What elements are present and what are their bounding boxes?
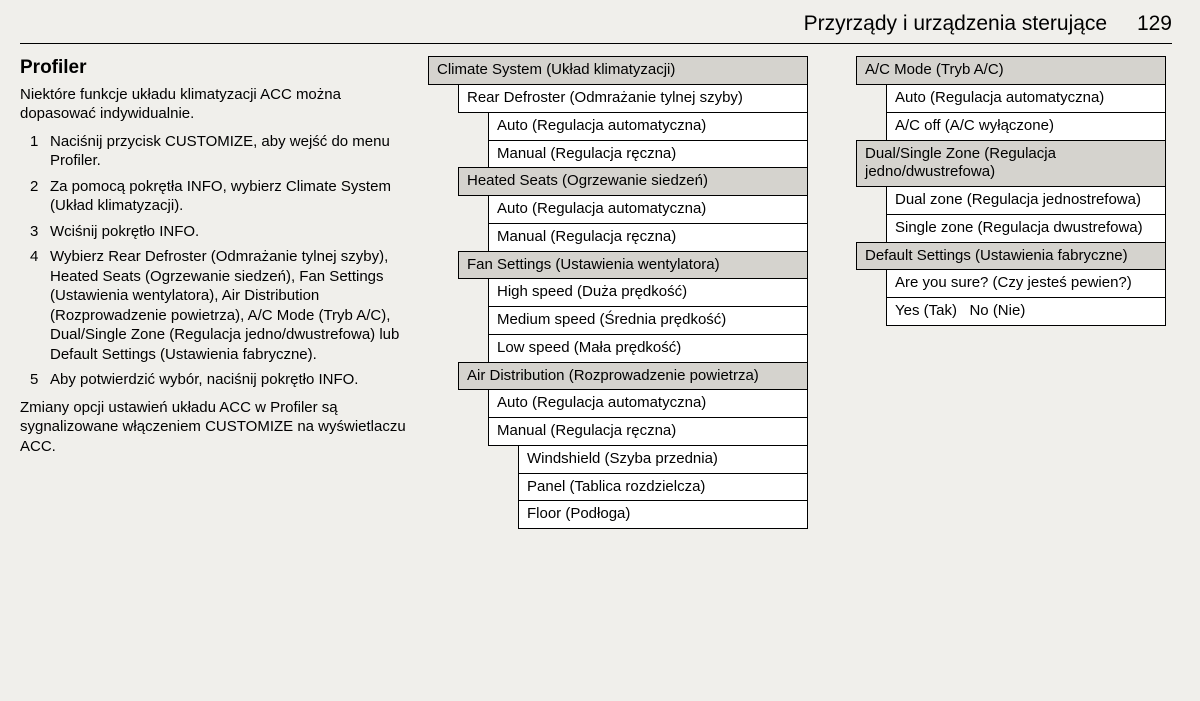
section-title: Przyrządy i urządzenia sterujące [804, 12, 1107, 35]
menu-item: Auto (Regulacja automatyczna) [886, 84, 1166, 113]
menu-item: Medium speed (Średnia prędkość) [488, 306, 808, 335]
menu-item: Manual (Regulacja ręczna) [488, 417, 808, 446]
menu-item: Heated Seats (Ogrzewanie siedzeń) [458, 167, 808, 196]
menu-item: Rear Defroster (Odmrażanie tylnej szyby) [458, 84, 808, 113]
menu-item: Windshield (Szyba przednia) [518, 445, 808, 474]
profiler-heading: Profiler [20, 56, 410, 81]
menu-item: Low speed (Mała prędkość) [488, 334, 808, 363]
menu-item: Auto (Regulacja automatyczna) [488, 195, 808, 224]
profiler-outro: Zmiany opcji ustawień układu ACC w Profi… [20, 398, 410, 457]
menu-item: Manual (Regulacja ręczna) [488, 223, 808, 252]
menu-item: Auto (Regulacja automatyczna) [488, 389, 808, 418]
content-columns: Profiler Niektóre funkcje układu klimaty… [20, 56, 1172, 528]
page-number: 129 [1137, 10, 1172, 37]
menu-item: Dual zone (Regulacja jednostrefowa) [886, 186, 1166, 215]
step-item: Naciśnij przycisk CUSTOMIZE, aby wejść d… [30, 132, 410, 171]
menu-item: Panel (Tablica rozdzielcza) [518, 473, 808, 502]
profiler-steps: Naciśnij przycisk CUSTOMIZE, aby wejść d… [30, 132, 410, 390]
menu-item: Single zone (Regulacja dwustrefowa) [886, 214, 1166, 243]
menu-item: Climate System (Układ klimatyzacji) [428, 56, 808, 85]
menu-item: Air Distribution (Rozprowadzenie powietr… [458, 362, 808, 391]
profiler-intro: Niektóre funkcje układu klimatyzacji ACC… [20, 85, 410, 124]
menu-item: High speed (Duża prędkość) [488, 278, 808, 307]
menu-item: Dual/Single Zone (Regulacja jedno/dwustr… [856, 140, 1166, 188]
menu-item: Manual (Regulacja ręczna) [488, 140, 808, 169]
page-header: Przyrządy i urządzenia sterujące 129 [20, 10, 1172, 44]
menu-item: Floor (Podłoga) [518, 500, 808, 529]
menu-item: A/C Mode (Tryb A/C) [856, 56, 1166, 85]
step-item: Aby potwierdzić wybór, naciśnij pokrętło… [30, 370, 410, 390]
menu-item: Yes (Tak) No (Nie) [886, 297, 1166, 326]
step-item: Wciśnij pokrętło INFO. [30, 222, 410, 242]
menu-item: Auto (Regulacja automatyczna) [488, 112, 808, 141]
page: Przyrządy i urządzenia sterujące 129 Pro… [0, 0, 1200, 538]
menu-item: Fan Settings (Ustawienia wentylatora) [458, 251, 808, 280]
menu-item: Default Settings (Ustawienia fabryczne) [856, 242, 1166, 271]
step-item: Za pomocą pokrętła INFO, wybierz Climate… [30, 177, 410, 216]
left-column: Profiler Niektóre funkcje układu klimaty… [20, 56, 410, 456]
menu-item: A/C off (A/C wyłączone) [886, 112, 1166, 141]
menu-item: Are you sure? (Czy jesteś pewien?) [886, 269, 1166, 298]
step-item: Wybierz Rear Defroster (Odmrażanie tylne… [30, 247, 410, 364]
menu-tree-middle: Climate System (Układ klimatyzacji)Rear … [428, 56, 808, 528]
menu-tree-right: A/C Mode (Tryb A/C)Auto (Regulacja autom… [826, 56, 1166, 325]
